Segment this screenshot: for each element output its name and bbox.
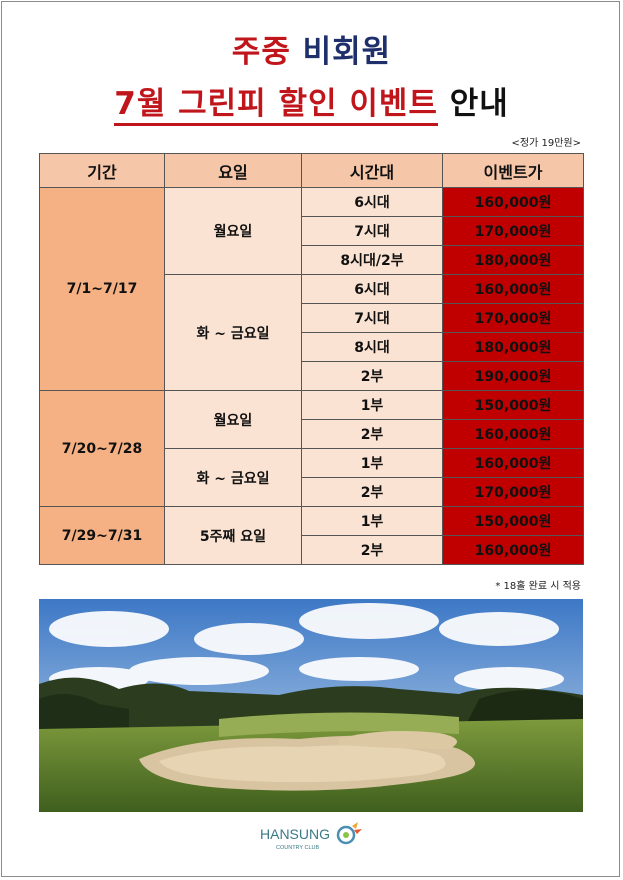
time-slot-cell: 2부 (301, 477, 443, 507)
day-cell: 월요일 (164, 390, 302, 449)
event-price-cell: 190,000원 (442, 361, 584, 391)
time-slot-cell: 7시대 (301, 303, 443, 333)
event-price-cell: 160,000원 (442, 187, 584, 217)
table-row: 2부 160,000원 (40, 419, 584, 449)
regular-price-note: <정가 19만원> (511, 138, 581, 149)
header-time: 시간대 (301, 153, 443, 188)
table-row: 8시대 180,000원 (40, 332, 584, 362)
title-event: 7월 그린피 할인 이벤트 (114, 86, 438, 126)
table-row: 2부 160,000원 (40, 535, 584, 565)
event-price-cell: 160,000원 (442, 535, 584, 565)
table-row: 2부 170,000원 (40, 477, 584, 507)
time-slot-cell: 2부 (301, 419, 443, 449)
table-row: 화 ~ 금요일 6시대 160,000원 (40, 274, 584, 391)
day-cell: 화 ~ 금요일 (164, 448, 302, 507)
title-weekday: 주중 (231, 34, 291, 70)
time-slot-cell: 6시대 (301, 274, 443, 304)
event-price-cell: 180,000원 (442, 245, 584, 275)
table-row: 7/29~7/31 5주째 요일 1부 150,000원 (39, 506, 584, 565)
event-price-cell: 170,000원 (442, 303, 584, 333)
time-slot-cell: 1부 (301, 448, 443, 478)
event-price-cell: 170,000원 (442, 216, 584, 246)
period-cell: 7/29~7/31 (39, 506, 165, 565)
table-row: 화 ~ 금요일 1부 160,000원 (40, 448, 584, 507)
event-price-cell: 160,000원 (442, 448, 584, 478)
event-price-cell: 180,000원 (442, 332, 584, 362)
table-row: 8시대/2부 180,000원 (40, 245, 584, 275)
table-body: 7/1~7/17 월요일 6시대 160,000원 7시대 170,000원 8시대/2부 1… (39, 187, 584, 565)
title-guide: 안내 (449, 86, 509, 122)
title-nonmember: 비회원 (302, 34, 392, 70)
event-price-cell: 150,000원 (442, 506, 584, 536)
period-cell: 7/20~7/28 (39, 390, 165, 507)
day-cell: 5주째 요일 (164, 506, 302, 565)
golf-course-photo (39, 599, 583, 812)
title-line-2: 7월 그린피 할인 이벤트 안내 (0, 78, 623, 126)
svg-text:COUNTRY CLUB: COUNTRY CLUB (276, 845, 320, 851)
time-slot-cell: 8시대/2부 (301, 245, 443, 275)
day-cell: 화 ~ 금요일 (164, 274, 302, 391)
header-day: 요일 (164, 153, 302, 188)
table-row: 7/1~7/17 월요일 6시대 160,000원 (39, 187, 584, 391)
time-slot-cell: 1부 (301, 390, 443, 420)
header-period: 기간 (39, 153, 165, 188)
time-slot-cell: 7시대 (301, 216, 443, 246)
event-price-cell: 160,000원 (442, 274, 584, 304)
day-cell: 월요일 (164, 187, 302, 275)
time-slot-cell: 2부 (301, 535, 443, 565)
hansung-logo: HANSUNG COUNTRY CLUB (258, 820, 368, 860)
title-line-1: 주중 비회원 (0, 26, 623, 71)
applies-note: * 18홀 완료 시 적용 (495, 581, 581, 592)
event-price-cell: 170,000원 (442, 477, 584, 507)
event-price-cell: 150,000원 (442, 390, 584, 420)
time-slot-cell: 6시대 (301, 187, 443, 217)
time-slot-cell: 2부 (301, 361, 443, 391)
table-row: 2부 190,000원 (40, 361, 584, 391)
table-row: 7/20~7/28 월요일 1부 150,000원 (39, 390, 584, 507)
table-header-row: 기간 요일 시간대 이벤트가 (39, 153, 584, 188)
price-table: 기간 요일 시간대 이벤트가 7/1~7/17 월요일 6시대 160,000원 7시대… (39, 153, 584, 565)
time-slot-cell: 8시대 (301, 332, 443, 362)
header-event-price: 이벤트가 (442, 153, 584, 188)
event-price-cell: 160,000원 (442, 419, 584, 449)
period-cell: 7/1~7/17 (39, 187, 165, 391)
time-slot-cell: 1부 (301, 506, 443, 536)
svg-text:HANSUNG: HANSUNG (260, 826, 330, 842)
